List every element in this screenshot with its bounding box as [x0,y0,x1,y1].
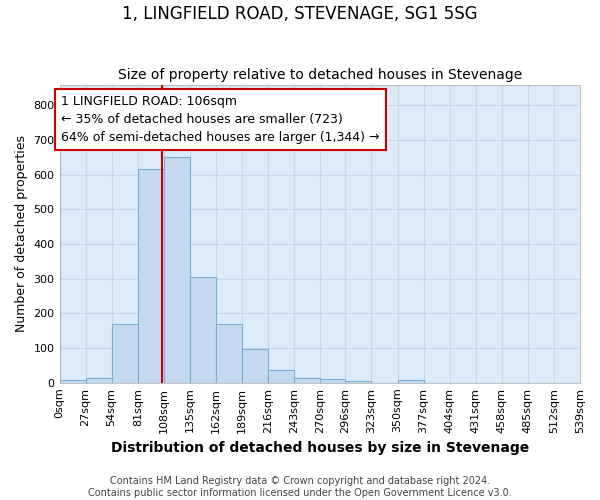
Bar [138,169,164,383]
Bar [294,378,320,383]
Text: 1, LINGFIELD ROAD, STEVENAGE, SG1 5SG: 1, LINGFIELD ROAD, STEVENAGE, SG1 5SG [122,5,478,23]
Text: 1 LINGFIELD ROAD: 106sqm
← 35% of detached houses are smaller (723)
64% of semi-: 1 LINGFIELD ROAD: 106sqm ← 35% of detach… [61,95,380,144]
Bar [86,378,112,383]
Bar [268,370,294,383]
Bar [398,380,424,383]
Bar [216,324,242,383]
Bar [112,324,138,383]
Bar [242,349,268,383]
Bar [346,381,371,383]
Bar [59,380,86,383]
Bar [190,277,216,383]
Bar [320,378,346,383]
Y-axis label: Number of detached properties: Number of detached properties [15,135,28,332]
X-axis label: Distribution of detached houses by size in Stevenage: Distribution of detached houses by size … [110,441,529,455]
Title: Size of property relative to detached houses in Stevenage: Size of property relative to detached ho… [118,68,522,82]
Text: Contains HM Land Registry data © Crown copyright and database right 2024.
Contai: Contains HM Land Registry data © Crown c… [88,476,512,498]
Bar [164,158,190,383]
